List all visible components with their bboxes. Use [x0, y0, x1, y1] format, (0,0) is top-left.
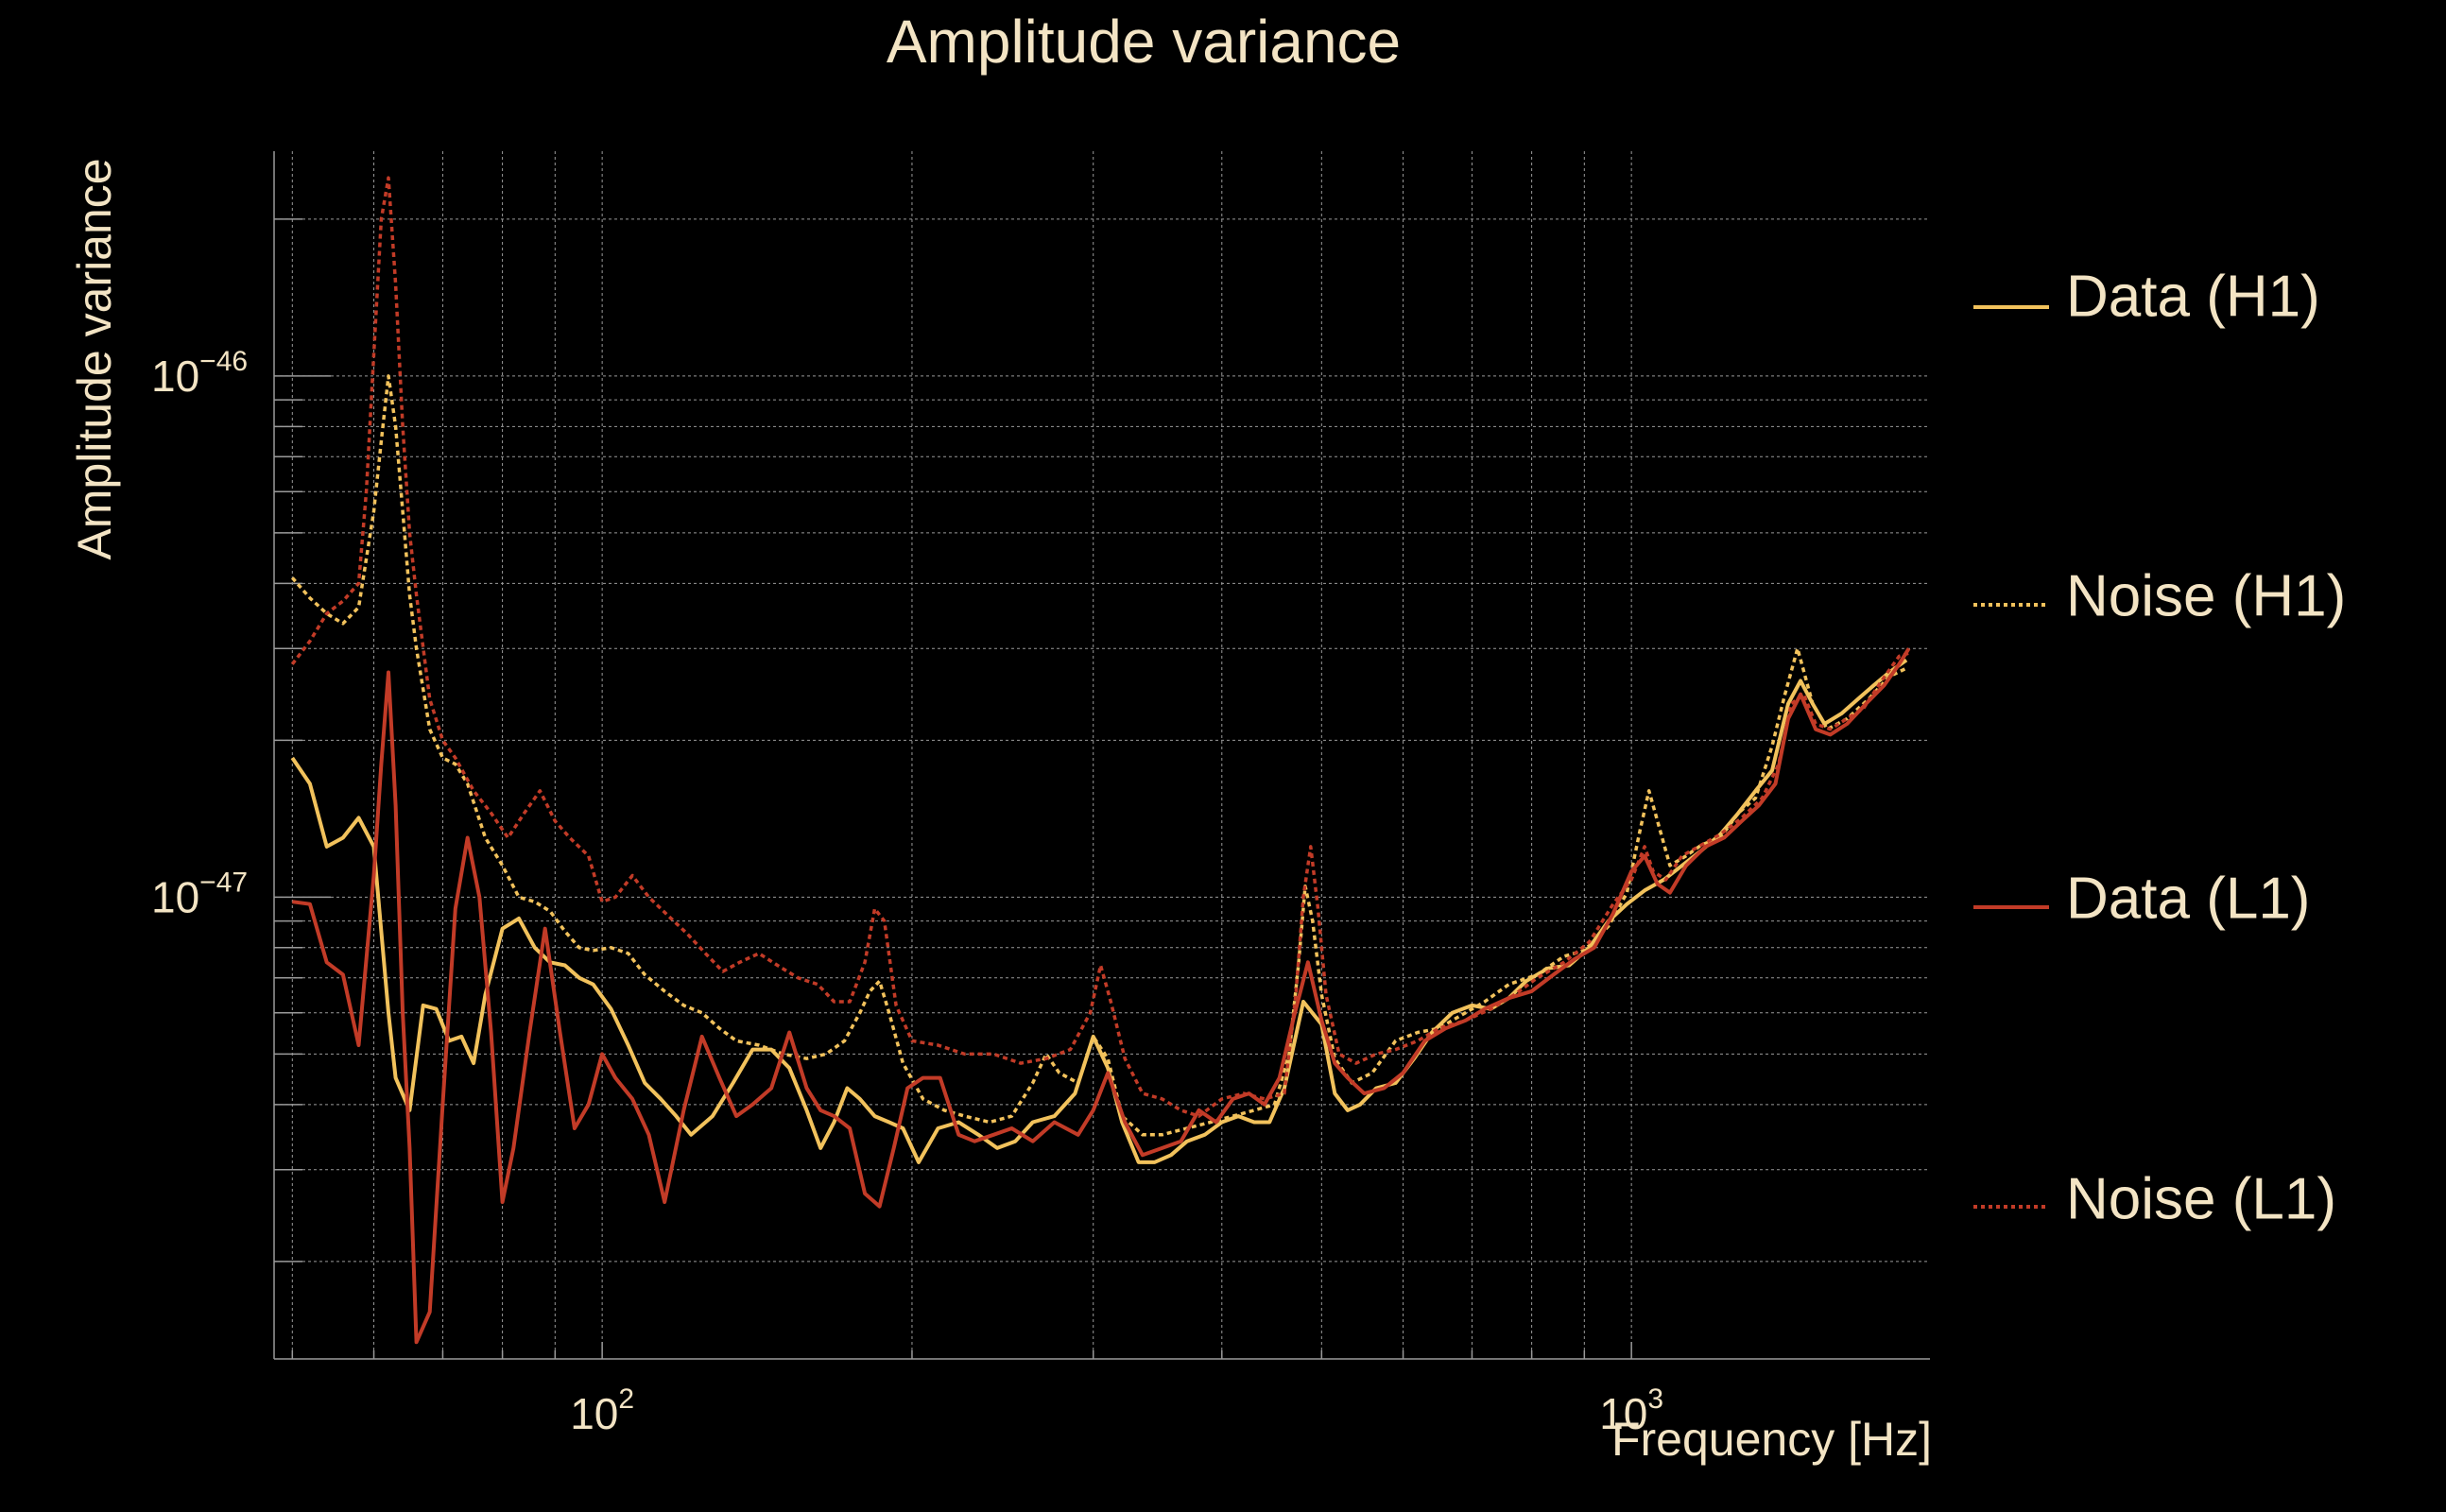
legend-label-data-h1: Data (H1) [2066, 264, 2320, 329]
axes-layer [273, 151, 1930, 1360]
tick-label-layer: 102 103 10−46 10−47 [151, 346, 1663, 1438]
y-tick-label: 10−46 [151, 346, 248, 401]
x-tick-label: 103 [1599, 1383, 1663, 1438]
chart-title: Amplitude variance [887, 8, 1401, 76]
legend-entry-noise-h1: Noise (H1) [1973, 563, 2346, 628]
legend-entry-data-h1: Data (H1) [1973, 264, 2320, 329]
x-tick-label: 102 [570, 1383, 634, 1438]
legend-label-noise-l1: Noise (L1) [2066, 1166, 2336, 1231]
legend-label-noise-h1: Noise (H1) [2066, 563, 2346, 628]
y-tick-label: 10−47 [151, 867, 248, 921]
series-line-noise-h1 [290, 374, 1907, 1137]
legend-label-data-l1: Data (L1) [2066, 866, 2310, 931]
series-line-data-h1 [290, 658, 1908, 1164]
series-line-noise-l1 [290, 176, 1912, 1118]
legend: Data (H1) Noise (H1) Data (L1) Noise (L1… [1973, 264, 2346, 1231]
legend-entry-data-l1: Data (L1) [1973, 866, 2310, 931]
x-axis-label: Frequency [Hz] [1611, 1413, 1932, 1466]
legend-entry-noise-l1: Noise (L1) [1973, 1166, 2336, 1231]
y-axis-label: Amplitude variance [68, 158, 121, 559]
series-layer [290, 176, 1912, 1345]
series-line-data-l1 [292, 647, 1911, 1345]
grid-layer [274, 151, 1930, 1359]
